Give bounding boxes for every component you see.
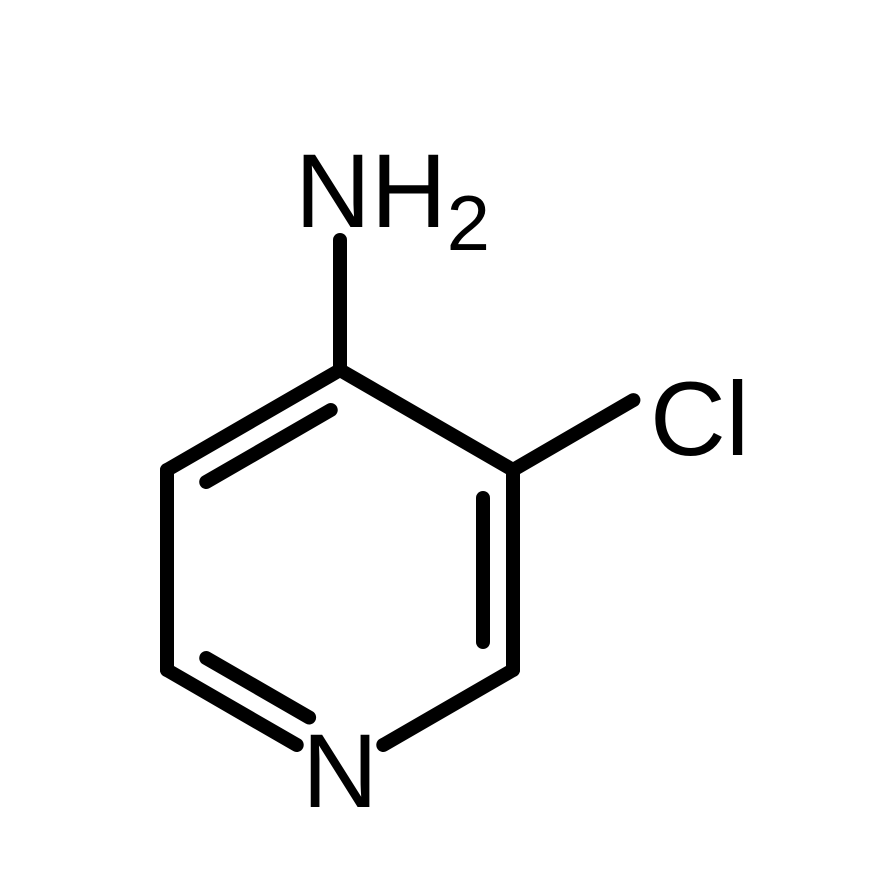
chemical-structure: N NH2 Cl bbox=[0, 0, 890, 890]
n_ring-label: N bbox=[302, 713, 378, 830]
n_amine-label: NH2 bbox=[295, 133, 490, 267]
cl-label: Cl bbox=[650, 361, 749, 478]
